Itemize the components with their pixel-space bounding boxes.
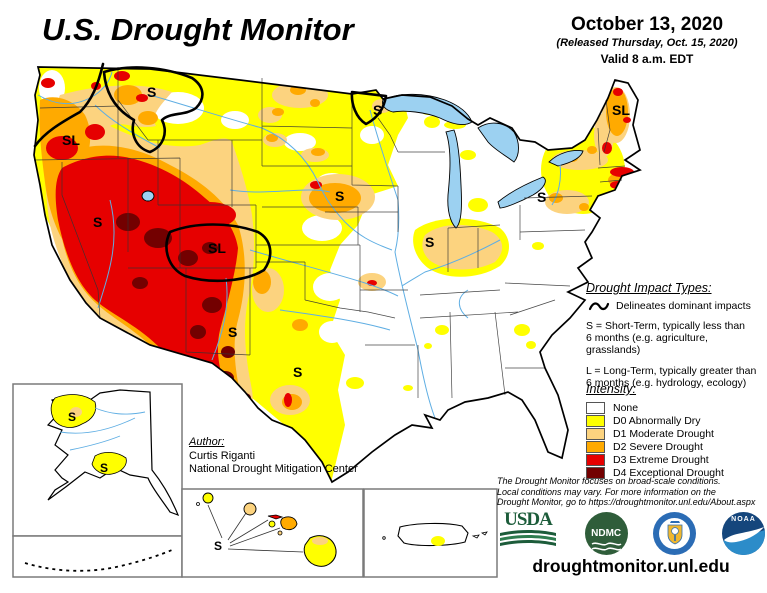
swatch-d2 <box>586 440 605 453</box>
lake-erie <box>497 176 546 209</box>
commerce-shield-icon <box>667 521 683 545</box>
great-lakes <box>141 93 584 229</box>
swatch-d3 <box>586 453 605 466</box>
intensity-legend: Intensity: None D0 Abnormally Dry D1 Mod… <box>586 382 764 479</box>
label-maine: SL <box>612 102 630 118</box>
usda-logo: USDA <box>497 510 559 555</box>
label-hawaii: S <box>214 539 222 553</box>
puerto-rico-outline <box>397 522 469 547</box>
author-name: Curtis Riganti <box>189 449 256 462</box>
island-niihau <box>196 502 200 506</box>
label-new-mexico: S <box>228 324 237 340</box>
valid-time: Valid 8 a.m. EDT <box>600 52 694 66</box>
release-date: (Released Thursday, Oct. 15, 2020) <box>556 37 738 49</box>
hawaii-inset-frame <box>181 488 364 578</box>
delineates-label: Delineates dominant impacts <box>616 300 751 312</box>
impact-legend: Drought Impact Types: Delineates dominan… <box>586 281 764 389</box>
impact-legend-heading: Drought Impact Types: <box>586 281 712 295</box>
lake-huron <box>477 122 519 163</box>
alaska-rivers <box>59 407 146 451</box>
author-org: National Drought Mitigation Center <box>189 463 358 475</box>
lake-michigan <box>445 129 462 229</box>
ndmc-logo: NDMC <box>584 511 628 555</box>
delineation-squiggle-icon <box>588 302 610 311</box>
hawaii-inset: S <box>196 492 337 567</box>
state-borders <box>33 67 626 399</box>
impact-delineation-lines <box>33 62 388 283</box>
island-molokai <box>267 514 284 520</box>
label-nevada: S <box>93 214 102 230</box>
great-salt-lake <box>141 190 155 202</box>
island-hawaii-d1 <box>312 537 328 545</box>
commerce-logo <box>653 511 697 555</box>
usda-swoosh <box>500 530 556 546</box>
island-kauai <box>202 492 214 504</box>
puerto-rico-inset-frame <box>363 488 498 578</box>
island-oahu <box>243 502 257 516</box>
page-title: U.S. Drought Monitor <box>42 12 354 47</box>
drought-shading <box>34 67 634 482</box>
noaa-bird-icon <box>721 526 765 555</box>
intensity-legend-heading: Intensity: <box>586 382 637 396</box>
swatch-d4 <box>586 466 605 479</box>
label-alaska-nw: S <box>68 410 76 424</box>
logo-row: USDA NDMC <box>497 509 765 557</box>
pr-island-e2 <box>480 531 488 536</box>
label-colorado: SL <box>208 240 226 256</box>
conus-outline <box>33 66 642 484</box>
puerto-rico-inset <box>382 522 488 547</box>
legend-item-d1: D1 Moderate Drought <box>586 427 764 440</box>
swatch-none <box>586 401 605 414</box>
short-term-definition: S = Short-Term, typically less than 6 mo… <box>586 320 746 356</box>
island-lanai <box>268 520 276 528</box>
swatch-d1 <box>586 427 605 440</box>
puerto-rico-d0-spot <box>431 536 445 546</box>
author-block: Author: Curtis Riganti National Drought … <box>189 436 358 477</box>
island-hawaii <box>303 535 337 567</box>
date-block: October 13, 2020 (Released Thursday, Oct… <box>530 14 764 67</box>
lake-ontario <box>548 150 584 167</box>
ndmc-waves <box>591 541 622 551</box>
footer-url: droughtmonitor.unl.edu <box>532 556 730 576</box>
legend-item-d4: D4 Exceptional Drought <box>586 466 764 479</box>
label-pennsylvania: S <box>537 189 546 205</box>
pr-island-w <box>382 536 386 540</box>
pr-island-e1 <box>471 534 480 539</box>
label-illinois: S <box>425 234 434 250</box>
aleutian-islands <box>24 549 173 572</box>
map-date: October 13, 2020 <box>570 14 724 35</box>
noaa-logo: NOAA <box>721 511 765 555</box>
author-heading: Author: <box>189 436 225 448</box>
label-montana: S <box>147 84 156 100</box>
alaska-d1-spot <box>70 407 82 417</box>
label-iowa: S <box>335 188 344 204</box>
label-oregon: SL <box>62 132 80 148</box>
conus-impact-labels: S SL S SL S S S S S S SL <box>62 84 630 380</box>
hawaii-pointer-lines <box>207 504 304 553</box>
long-term-definition: L = Long-Term, typically greater than 6 … <box>586 365 757 389</box>
island-maui <box>280 516 298 531</box>
alaska-d0-south <box>91 452 127 475</box>
legend-item-d2: D2 Severe Drought <box>586 440 764 453</box>
legend-item-d3: D3 Extreme Drought <box>586 453 764 466</box>
label-texas: S <box>293 364 302 380</box>
legend-item-d0: D0 Abnormally Dry <box>586 414 764 427</box>
alaska-inset: S S <box>24 389 180 572</box>
legend-item-none: None <box>586 401 764 414</box>
island-kahoolawe <box>277 530 283 536</box>
label-minnesota: S <box>373 102 382 118</box>
lake-superior <box>382 93 473 125</box>
label-alaska-south: S <box>100 461 108 475</box>
swatch-d0 <box>586 414 605 427</box>
disclaimer: The Drought Monitor focuses on broad-sca… <box>497 476 756 507</box>
